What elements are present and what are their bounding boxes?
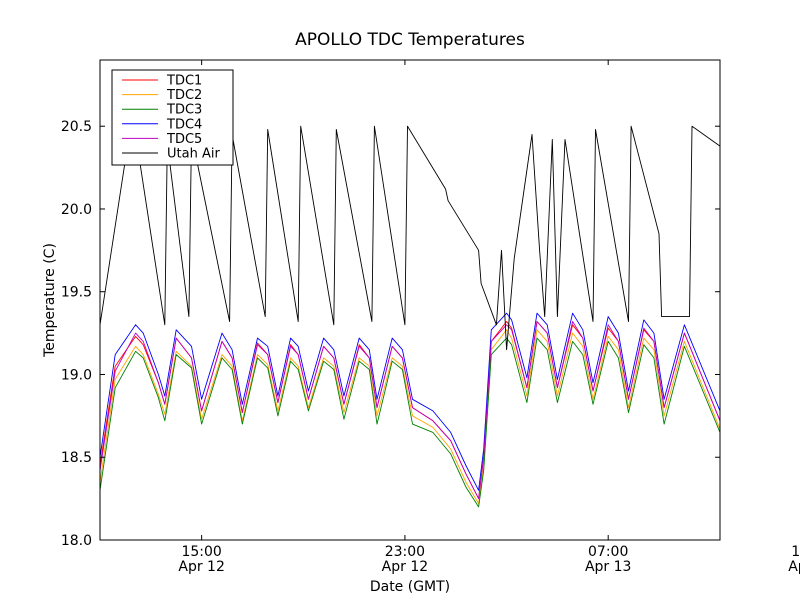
x-tick-label-date: Apr 12 (382, 559, 428, 575)
y-axis: 18.0 18.5 19.0 19.5 20.0 20.5 (61, 119, 720, 549)
y-tick-label: 18.0 (61, 533, 92, 549)
x-tick-label-time: 23:00 (385, 544, 425, 560)
x-axis-title: Date (GMT) (370, 579, 450, 595)
y-tick-label: 20.0 (61, 202, 92, 218)
legend-label: TDC2 (166, 88, 202, 103)
legend-label: TDC1 (166, 74, 202, 89)
x-tick-label-date: Apr 12 (178, 559, 224, 575)
y-tick-label: 18.5 (61, 450, 92, 466)
chart-title: APOLLO TDC Temperatures (295, 30, 525, 50)
x-tick-label-time: 15:00 (181, 544, 221, 560)
legend-label: Utah Air (167, 147, 220, 162)
legend-label: TDC3 (166, 103, 202, 118)
series-line-tdc3 (99, 337, 721, 508)
plot-frame (99, 59, 721, 541)
y-tick-label: 20.5 (61, 119, 92, 135)
y-axis-title: Temperature (C) (42, 243, 58, 358)
y-tick-label: 19.5 (61, 285, 92, 301)
x-tick-label-date: Apr 13 (788, 559, 800, 575)
y-tick-label: 19.0 (61, 367, 92, 383)
series-layer (99, 125, 721, 508)
legend-label: TDC5 (166, 132, 202, 147)
legend-box (111, 69, 234, 166)
x-tick-label-date: Apr 13 (585, 559, 631, 575)
x-tick-label-time: 15:00 (791, 544, 800, 560)
series-line-tdc5 (99, 321, 721, 500)
series-line-utah-air (99, 125, 721, 351)
series-line-tdc4 (99, 312, 721, 491)
x-tick-label-time: 07:00 (588, 544, 628, 560)
legend-label: TDC4 (166, 117, 202, 132)
series-line-tdc2 (99, 329, 721, 505)
